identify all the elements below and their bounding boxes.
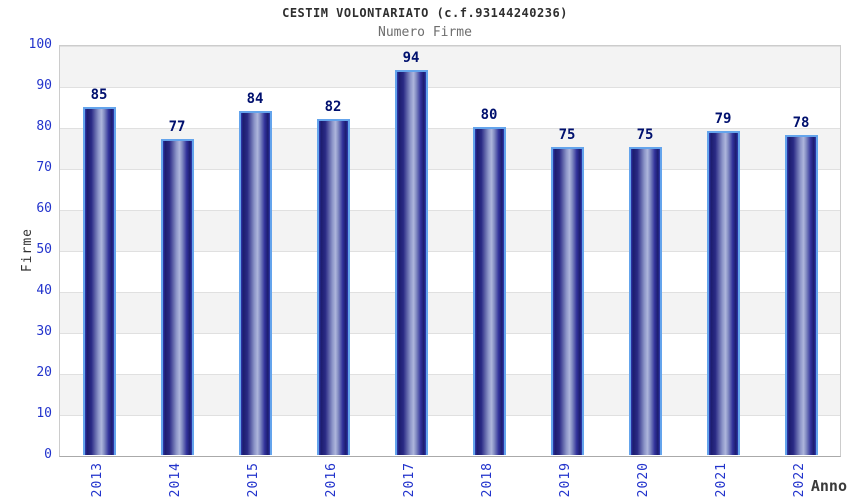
x-axis-name: Anno: [810, 477, 847, 495]
bar-value-label: 80: [480, 107, 498, 123]
y-tick-label: 10: [36, 406, 52, 421]
bar-2014: [161, 139, 194, 455]
x-tick-label: 2019: [558, 462, 573, 498]
bar-value-label: 77: [168, 119, 186, 135]
bar-2021: [707, 131, 740, 455]
bar-2018: [473, 127, 506, 455]
bar-value-label: 75: [636, 127, 654, 143]
chart-subtitle: Numero Firme: [378, 25, 472, 40]
x-tick-label: 2016: [324, 462, 339, 498]
y-tick-label: 50: [36, 242, 52, 257]
bar-value-label: 85: [90, 87, 108, 103]
x-tick-label: 2014: [168, 462, 183, 498]
bar-value-label: 79: [714, 111, 732, 127]
x-tick-label: 2018: [480, 462, 495, 498]
y-tick-label: 100: [28, 37, 52, 52]
x-tick-label: 2013: [90, 462, 105, 498]
bar-value-label: 94: [402, 50, 420, 66]
x-tick-label: 2021: [714, 462, 729, 498]
x-tick-label: 2017: [402, 462, 417, 498]
y-tick-label: 70: [36, 160, 52, 175]
y-tick-label: 80: [36, 119, 52, 134]
y-tick-label: 20: [36, 365, 52, 380]
bar-2017: [395, 70, 428, 455]
chart-title: CESTIM VOLONTARIATO (c.f.93144240236): [282, 6, 568, 20]
y-tick-label: 30: [36, 324, 52, 339]
y-tick-label: 40: [36, 283, 52, 298]
x-tick-label: 2022: [792, 462, 807, 498]
bar-2020: [629, 147, 662, 455]
x-tick-label: 2015: [246, 462, 261, 498]
bar-value-label: 82: [324, 99, 342, 115]
bar-value-label: 75: [558, 127, 576, 143]
y-tick-label: 60: [36, 201, 52, 216]
y-axis-name: Firme: [20, 228, 35, 273]
bar-value-label: 84: [246, 91, 264, 107]
bar-2015: [239, 111, 272, 455]
bar-2019: [551, 147, 584, 455]
bar-2022: [785, 135, 818, 455]
bar-value-label: 78: [792, 115, 810, 131]
bar-2013: [83, 107, 116, 455]
x-tick-label: 2020: [636, 462, 651, 498]
y-tick-label: 90: [36, 78, 52, 93]
bar-2016: [317, 119, 350, 455]
y-tick-label: 0: [44, 447, 52, 462]
